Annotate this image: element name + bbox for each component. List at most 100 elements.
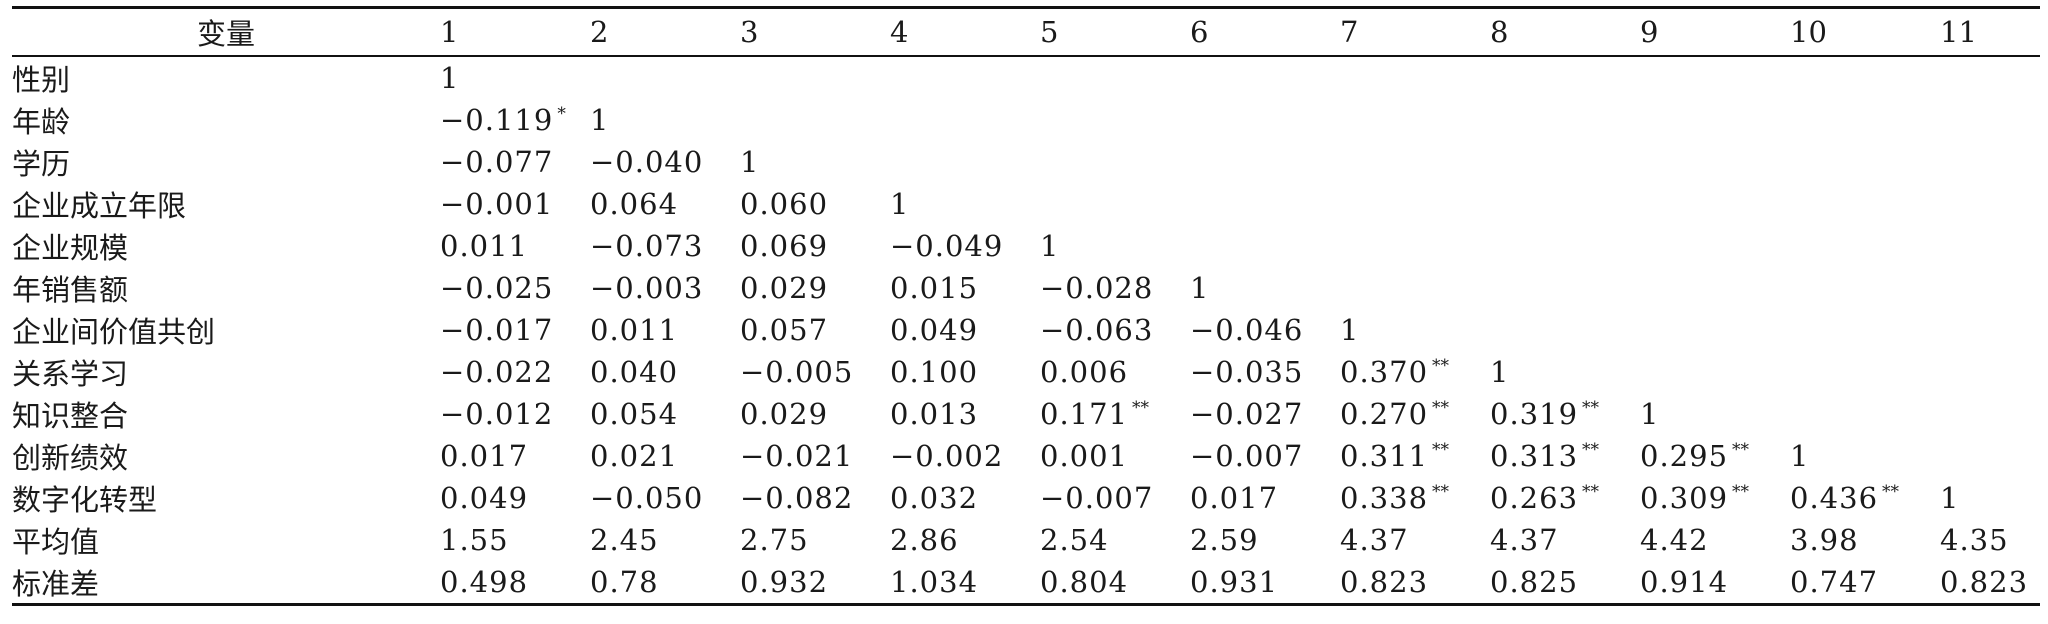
column-header-4: 4 (890, 15, 909, 49)
cell-value: −0.077 (440, 145, 554, 179)
table-cell: 0.823 (1940, 561, 2040, 605)
table-cell: −0.063 (1040, 309, 1190, 351)
cell-value: 0.263 (1490, 481, 1579, 515)
table-cell (1640, 267, 1790, 309)
table-cell: −0.012 (440, 393, 590, 435)
table-cell (1490, 99, 1640, 141)
cell-value: 1 (740, 145, 760, 179)
significance-marker: * (557, 104, 566, 124)
cell-value: 0.804 (1040, 565, 1129, 599)
cell-value: −0.046 (1190, 313, 1304, 347)
cell-value: 2.45 (590, 523, 659, 557)
cell-value: 0.914 (1640, 565, 1729, 599)
row-label: 性别 (12, 63, 71, 97)
row-label: 企业间价值共创 (12, 315, 216, 349)
significance-marker: ** (1582, 482, 1600, 502)
cell-value: 0.931 (1190, 565, 1279, 599)
cell-value: −0.073 (590, 229, 704, 263)
table-cell (1940, 435, 2040, 477)
table-cell (1940, 351, 2040, 393)
table-cell: 0.054 (590, 393, 740, 435)
cell-value: −0.007 (1190, 439, 1304, 473)
table-cell: 0.029 (740, 393, 890, 435)
row-label: 学历 (12, 147, 71, 181)
cell-value: 4.37 (1340, 523, 1409, 557)
table-cell: 0.309 ** (1640, 477, 1790, 519)
table-cell (890, 56, 1040, 99)
row-label: 年龄 (12, 105, 71, 139)
table-cell: 0.171 ** (1040, 393, 1190, 435)
cell-value: 1 (1190, 271, 1210, 305)
cell-value: 0.747 (1790, 565, 1879, 599)
cell-value: 0.823 (1940, 565, 2029, 599)
table-cell (740, 99, 890, 141)
cell-value: −0.005 (740, 355, 854, 389)
cell-value: 0.006 (1040, 355, 1129, 389)
table-cell (1490, 309, 1640, 351)
table-cell: 1 (890, 183, 1040, 225)
cell-value: −0.021 (740, 439, 854, 473)
table-cell: 0.040 (590, 351, 740, 393)
column-header-9: 9 (1640, 15, 1659, 49)
table-cell: 0.013 (890, 393, 1040, 435)
table-cell: 0.370 ** (1340, 351, 1490, 393)
table-row: 企业成立年限 −0.001 0.064 0.060 1 (12, 183, 2040, 225)
cell-value: 0.001 (1040, 439, 1129, 473)
column-header-2: 2 (590, 15, 609, 49)
cell-value: −0.119 (440, 103, 554, 137)
table-cell (1490, 141, 1640, 183)
table-row: 年销售额 −0.025 −0.003 0.029 0.015 −0.028 1 (12, 267, 2040, 309)
significance-marker: ** (1582, 440, 1600, 460)
cell-value: 0.017 (440, 439, 529, 473)
cell-value: 0.015 (890, 271, 979, 305)
table-cell: 2.45 (590, 519, 740, 561)
table-cell (1040, 183, 1190, 225)
cell-value: −0.035 (1190, 355, 1304, 389)
table-cell (1940, 99, 2040, 141)
table-cell: 1 (590, 99, 740, 141)
table-cell: −0.017 (440, 309, 590, 351)
table-cell: 0.319 ** (1490, 393, 1640, 435)
table-cell (1790, 56, 1940, 99)
cell-value: −0.049 (890, 229, 1004, 263)
table-cell: −0.073 (590, 225, 740, 267)
table-cell: 0.747 (1790, 561, 1940, 605)
table-cell (1490, 183, 1640, 225)
table-cell: 0.823 (1340, 561, 1490, 605)
variable-header: 变量 (196, 17, 255, 51)
table-cell (1490, 267, 1640, 309)
table-cell: −0.119 * (440, 99, 590, 141)
table-cell (890, 99, 1040, 141)
table-cell: 0.029 (740, 267, 890, 309)
cell-value: 2.75 (740, 523, 809, 557)
significance-marker: ** (1432, 398, 1450, 418)
table-cell (1940, 183, 2040, 225)
cell-value: 0.064 (590, 187, 679, 221)
table-cell (1190, 99, 1340, 141)
table-cell (1940, 393, 2040, 435)
table-cell: −0.077 (440, 141, 590, 183)
table-cell: 1 (1640, 393, 1790, 435)
table-cell: −0.025 (440, 267, 590, 309)
table-cell (1340, 141, 1490, 183)
cell-value: 0.100 (890, 355, 979, 389)
table-cell (1640, 99, 1790, 141)
row-label: 年销售额 (12, 273, 129, 307)
table-cell: 0.017 (440, 435, 590, 477)
significance-marker: ** (1732, 482, 1750, 502)
table-cell: 0.049 (890, 309, 1040, 351)
cell-value: −0.027 (1190, 397, 1304, 431)
table-cell (1940, 141, 2040, 183)
table-cell: −0.001 (440, 183, 590, 225)
table-cell (1940, 56, 2040, 99)
cell-value: 0.029 (740, 397, 829, 431)
table-cell (740, 56, 890, 99)
significance-marker: ** (1432, 440, 1450, 460)
table-cell (1640, 183, 1790, 225)
table-cell: 2.54 (1040, 519, 1190, 561)
table-cell: 1.034 (890, 561, 1040, 605)
table-cell: 0.006 (1040, 351, 1190, 393)
table-cell (1190, 183, 1340, 225)
cell-value: −0.012 (440, 397, 554, 431)
cell-value: 0.054 (590, 397, 679, 431)
